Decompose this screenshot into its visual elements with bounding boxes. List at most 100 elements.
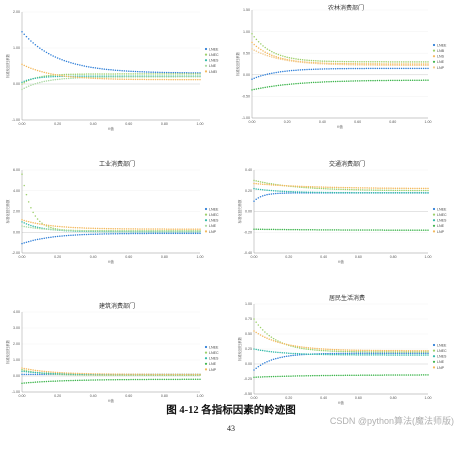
data-point [43,223,45,226]
y-tick-label: 0.50 [243,51,250,55]
data-point [370,351,373,353]
data-point [311,186,314,188]
data-point [34,82,37,85]
series-lnee [21,31,201,74]
data-point [318,374,320,377]
x-tick-label: 0.40 [90,122,97,126]
data-point [293,83,295,85]
data-point [422,354,425,356]
data-point [309,374,312,377]
data-point [56,225,59,228]
data-point [39,381,41,383]
data-point [422,229,425,231]
data-point [92,77,94,80]
data-point [422,61,425,63]
data-point [143,76,146,78]
data-point [294,192,297,194]
data-point [308,62,310,64]
data-point [377,354,379,356]
data-point [357,187,360,189]
data-point [266,54,269,57]
data-point [375,354,377,356]
data-point [139,373,141,376]
data-point [314,229,316,231]
data-point [327,350,329,352]
data-point [335,348,338,351]
data-point [305,346,307,349]
data-point [65,379,68,382]
legend-marker [432,43,436,47]
data-point [315,60,317,62]
data-point [383,64,385,66]
data-point [298,191,301,193]
data-point [112,373,114,375]
data-point [407,229,410,231]
data-point [94,233,97,235]
data-point [316,187,318,190]
data-point [25,368,28,370]
data-point [168,71,170,74]
data-point [418,79,420,81]
data-point [345,60,348,63]
data-point [54,78,57,81]
data-point [183,78,186,81]
data-point [136,378,139,381]
data-point [353,188,355,191]
data-point [61,380,63,382]
data-point [331,352,334,355]
data-point [364,189,366,191]
data-point [420,354,423,356]
data-point [277,53,280,56]
data-point [21,382,23,384]
data-point [365,64,368,66]
legend-label: LNES [437,219,447,223]
data-point [379,187,381,189]
data-point [330,63,332,65]
data-point [101,233,103,235]
y-tick-label: 1.00 [245,302,252,306]
data-point [96,75,99,77]
data-point [381,64,383,66]
data-point [105,76,108,78]
data-point [185,73,188,75]
data-point [301,347,303,350]
data-point [409,352,412,354]
data-point [270,359,273,361]
data-point [309,353,312,355]
data-point [420,79,423,81]
data-point [335,191,338,194]
x-tick-label: 0.60 [125,255,132,259]
data-point [394,352,397,354]
data-point [281,351,284,354]
data-point [170,78,172,81]
data-point [63,73,66,76]
data-point [139,232,141,235]
data-point [139,70,141,73]
data-point [154,78,157,81]
data-point [353,349,355,351]
data-point [344,349,347,351]
data-point [172,76,175,78]
data-point [374,63,376,65]
data-point [123,373,126,375]
data-point [297,61,299,63]
data-point [190,73,192,75]
data-point [34,371,37,374]
data-point [420,374,423,376]
data-point [192,73,195,75]
series-lnec [21,173,201,232]
data-point [368,229,371,231]
data-point [25,382,28,384]
data-point [272,337,275,340]
data-point [377,349,379,352]
data-point [148,228,150,230]
y-tick-label: -0.20 [244,230,252,234]
data-point [363,60,365,63]
data-point [363,64,365,66]
data-point [266,361,268,363]
data-point [108,78,110,80]
data-point [279,184,281,187]
x-tick-label: 0.80 [390,396,397,400]
data-point [72,226,74,229]
data-point [188,232,190,235]
